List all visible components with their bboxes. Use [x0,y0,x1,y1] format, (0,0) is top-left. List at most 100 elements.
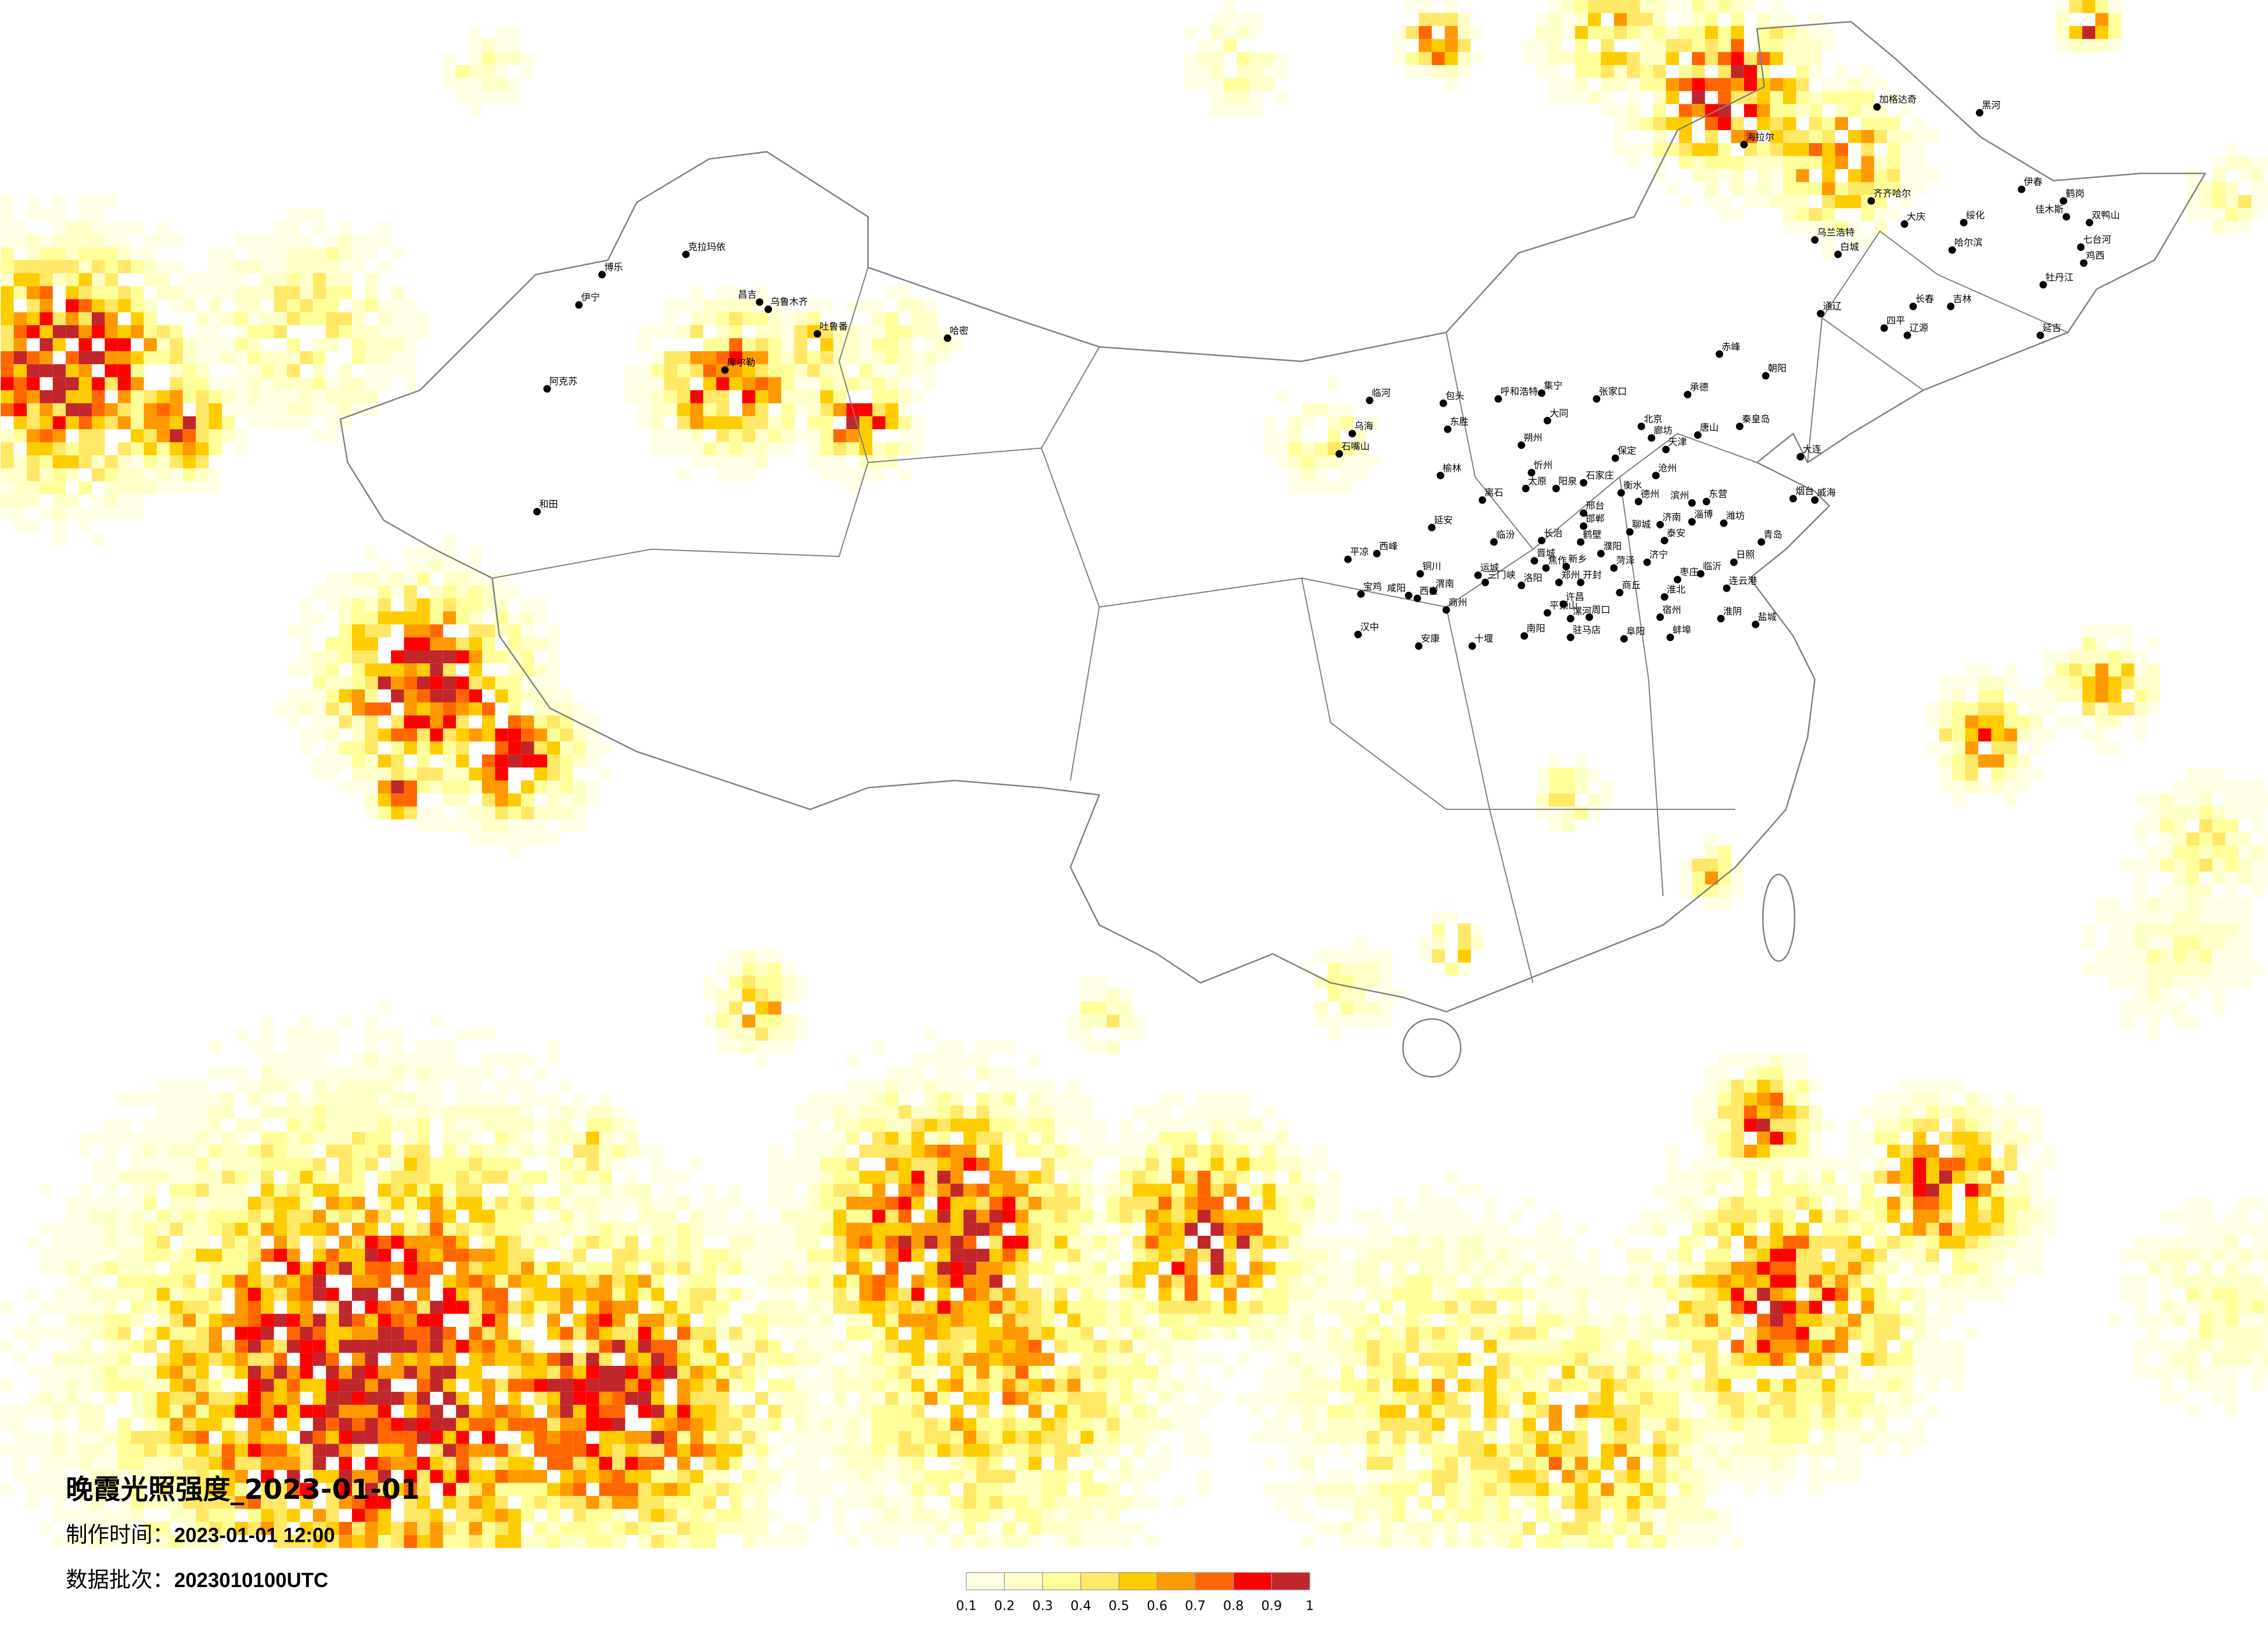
heat-cell [2225,832,2239,846]
heat-cell [950,1066,964,1080]
heat-cell [1705,846,1719,859]
heat-cell [261,1249,274,1262]
heat-cell [911,1145,925,1158]
heat-cell [261,364,274,377]
heat-cell [898,1314,912,1327]
heat-cell [2095,13,2109,26]
heat-cell [235,442,248,455]
heat-cell [1575,52,1588,65]
heat-cell [1952,1106,1965,1119]
heat-cell [52,481,66,495]
heat-cell [1340,455,1354,469]
heat-cell [833,442,847,455]
heat-cell [1054,1118,1068,1132]
heat-cell [170,1326,183,1340]
heat-cell [742,1027,756,1041]
heat-cell [1054,1092,1068,1106]
heat-cell [1575,0,1588,13]
heat-cell [924,1314,938,1327]
heat-cell [1523,1326,1536,1340]
heat-cell [1861,1145,1874,1158]
heat-cell [247,1261,261,1275]
heat-cell [1237,65,1250,78]
heat-cell [209,1340,222,1353]
heat-cell [417,1080,430,1093]
heat-cell [326,741,339,755]
heat-cell [1640,78,1654,91]
heat-cell [209,312,222,325]
heat-cell [664,1301,678,1314]
heat-cell [1263,1261,1276,1275]
heat-cell [833,429,847,443]
heat-cell [2108,39,2122,52]
heat-cell [846,1340,860,1353]
heat-cell [300,689,313,703]
heat-cell [1757,1106,1770,1119]
heat-cell [1965,728,1979,742]
heat-cell [742,338,756,351]
heat-cell [13,455,27,469]
heat-cell [703,1015,717,1028]
heat-cell [599,1183,613,1197]
heat-cell [1848,104,1861,117]
heat-cell [182,1080,196,1093]
heat-cell [131,1249,144,1262]
heat-cell [1718,0,1731,13]
heat-cell [1952,1287,1965,1301]
heat-cell [1223,1236,1237,1249]
heat-cell [1171,1326,1185,1340]
heat-cell [2251,793,2265,807]
heat-cell [2225,208,2239,221]
heat-cell [612,1301,626,1314]
heat-cell [1692,884,1705,898]
heat-cell [677,403,691,416]
heat-cell [1952,1352,1965,1366]
heat-cell [404,585,418,599]
heat-cell [417,780,430,794]
heat-cell [39,455,53,469]
heat-cell [443,1171,457,1184]
heat-cell [1705,1352,1719,1366]
heat-cell [534,715,548,729]
heat-cell [1523,52,1536,65]
heat-cell [1965,780,1979,794]
heat-cell [1744,1196,1757,1210]
heat-cell [1952,728,1965,742]
heat-cell [1887,1261,1900,1275]
heat-cell [196,351,209,365]
heat-cell [742,1210,756,1223]
heat-cell [1302,1326,1315,1340]
heat-cell [1835,195,1849,208]
heat-cell [976,1092,990,1106]
heat-cell [1874,182,1888,195]
heat-cell [300,728,313,742]
heat-cell [1835,143,1849,156]
heat-cell [1314,1196,1328,1210]
heat-cell [508,754,522,768]
heat-cell [1822,1352,1835,1366]
heat-cell [1028,1222,1042,1236]
heat-cell [365,299,378,312]
heat-cell [2238,832,2252,846]
heat-cell [1418,39,1432,52]
heat-cell [703,351,717,365]
heat-cell [287,1275,300,1288]
heat-cell [742,1041,756,1054]
heat-cell [1744,130,1757,143]
heat-cell [2238,1196,2252,1210]
heat-cell [117,1222,131,1236]
heat-cell [1848,169,1861,182]
heat-cell [1080,1157,1094,1171]
heat-cell [456,1249,469,1262]
heat-cell [1653,91,1666,105]
heat-cell [937,351,951,365]
heat-cell [495,572,508,585]
heat-cell [170,1352,183,1366]
heat-cell [1613,1287,1627,1301]
heat-cell [1744,52,1757,65]
heat-cell [508,637,522,650]
heat-cell [182,1352,196,1366]
heat-cell [820,416,833,430]
heat-cell [833,1236,847,1249]
heat-cell [1041,1080,1055,1093]
